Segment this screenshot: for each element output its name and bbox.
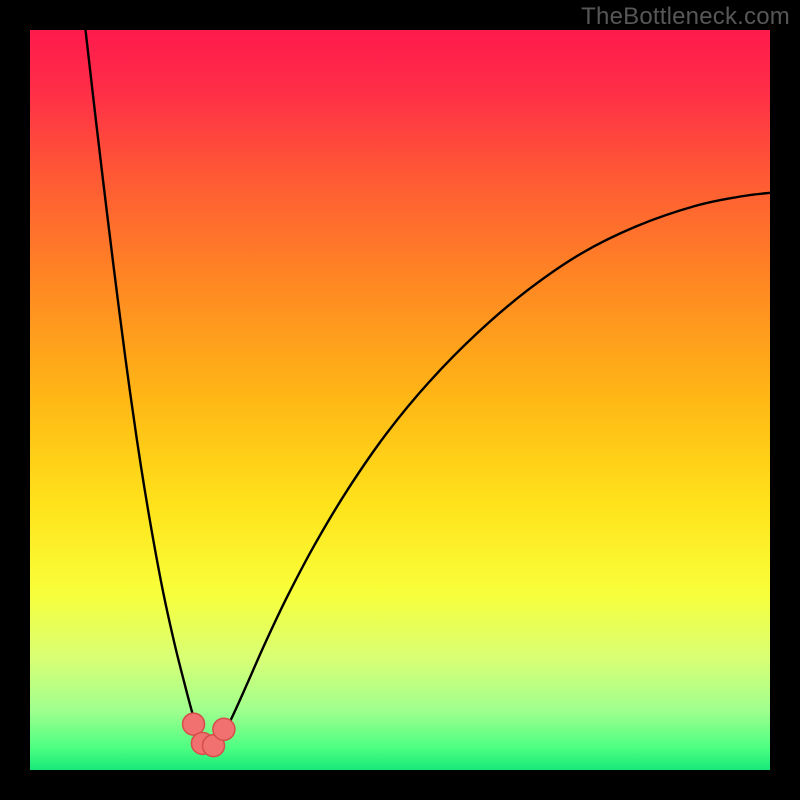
watermark-text: TheBottleneck.com: [581, 3, 790, 31]
optimum-marker: [213, 718, 235, 740]
plot-area: [30, 30, 770, 770]
curve-layer: [30, 30, 770, 770]
chart-stage: TheBottleneck.com: [0, 0, 800, 800]
performance-curve: [86, 30, 771, 750]
